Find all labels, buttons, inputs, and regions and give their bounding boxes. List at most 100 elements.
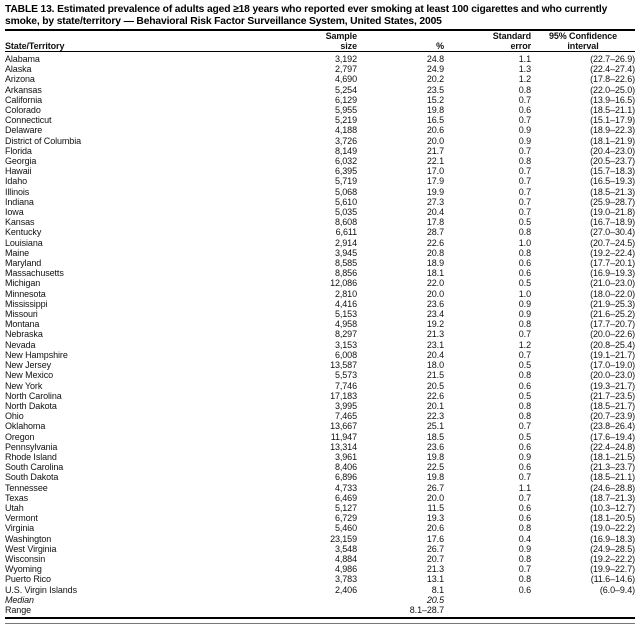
cell-state: Alabama <box>5 54 40 64</box>
header-sample-line1: Sample <box>325 31 357 41</box>
table-row: Oklahoma 13,667 25.1 0.7 (23.8–26.4) <box>5 421 635 431</box>
cell-ci: (17.7–20.7) <box>590 319 635 330</box>
table-row: Michigan 12,086 22.0 0.5 (21.0–23.0) <box>5 278 635 288</box>
cell-sample: 5,254 <box>334 84 357 95</box>
cell-sample: 5,719 <box>334 176 357 187</box>
table-row: Colorado 5,955 19.8 0.6 (18.5–21.1) <box>5 105 635 115</box>
table-row: Texas 6,469 20.0 0.7 (18.7–21.3) <box>5 493 635 503</box>
cell-pct: 19.2 <box>426 319 444 330</box>
header-percent: % <box>357 31 444 52</box>
cell-se: 0.7 <box>518 145 531 156</box>
cell-sample: 5,153 <box>334 309 357 320</box>
cell-se: 0.9 <box>518 309 531 320</box>
cell-se: 0.9 <box>518 451 531 462</box>
cell-sample: 23,159 <box>330 533 357 544</box>
cell-sample: 4,958 <box>334 319 357 330</box>
cell-ci: (20.5–23.7) <box>590 156 635 167</box>
cell-pct: 16.5 <box>426 115 444 126</box>
cell-ci: (19.0–21.8) <box>590 207 635 218</box>
cell-se: 0.7 <box>518 176 531 187</box>
table-row: West Virginia 3,548 26.7 0.9 (24.9–28.5) <box>5 544 635 554</box>
cell-pct: 15.2 <box>426 94 444 105</box>
table-row: Connecticut 5,219 16.5 0.7 (15.1–17.9) <box>5 115 635 125</box>
cell-pct: 26.7 <box>426 482 444 493</box>
cell-pct: 20.4 <box>426 207 444 218</box>
cell-state: Nebraska <box>5 329 43 340</box>
cell-sample: 13,587 <box>330 360 357 371</box>
cell-state: Illinois <box>5 186 30 197</box>
header-percent-line2: % <box>436 41 444 51</box>
cell-sample: 3,995 <box>334 400 357 411</box>
cell-se: 1.3 <box>518 64 531 75</box>
cell-state: North Carolina <box>5 390 62 401</box>
cell-se: 0.7 <box>518 564 531 575</box>
table-row: North Dakota 3,995 20.1 0.8 (18.5–21.7) <box>5 401 635 411</box>
cell-sample: 3,783 <box>334 574 357 585</box>
table-row: Illinois 5,068 19.9 0.7 (18.5–21.3) <box>5 187 635 197</box>
cell-se: 0.7 <box>518 329 531 340</box>
cell-pct: 8.1 <box>431 584 444 595</box>
cell-pct: 20.0 <box>426 135 444 146</box>
cell-sample <box>289 605 357 615</box>
cell-pct: 18.9 <box>426 258 444 269</box>
cell-state: Arizona <box>5 74 35 85</box>
cell-ci: (18.5–21.3) <box>590 186 635 197</box>
header-state: State/Territory <box>5 31 289 52</box>
table-row: Pennsylvania 13,314 23.6 0.6 (22.4–24.8) <box>5 442 635 452</box>
cell-se: 0.7 <box>518 472 531 483</box>
table-row: Washington 23,159 17.6 0.4 (16.9–18.3) <box>5 534 635 544</box>
cell-state: Hawaii <box>5 166 32 177</box>
table-row: Median 20.5 <box>5 595 635 605</box>
cell-se: 1.1 <box>518 54 531 64</box>
header-ci-line1: 95% Confidence <box>548 31 618 41</box>
cell-state: New York <box>5 380 43 391</box>
cell-pct: 19.9 <box>426 186 444 197</box>
cell-sample: 6,395 <box>334 166 357 177</box>
cell-pct: 21.3 <box>426 329 444 340</box>
cell-sample: 12,086 <box>330 278 357 289</box>
cell-se: 0.8 <box>518 247 531 258</box>
cell-ci: (18.0–22.0) <box>590 288 635 299</box>
cell-ci: (6.0–9.4) <box>599 584 635 595</box>
cell-ci: (21.3–23.7) <box>590 462 635 473</box>
cell-pct: 17.6 <box>426 533 444 544</box>
cell-state: Maryland <box>5 258 42 269</box>
header-confidence-interval: 95% Confidence interval <box>531 31 635 52</box>
cell-ci: (11.6–14.6) <box>590 574 635 585</box>
cell-ci: (16.5–19.3) <box>590 176 635 187</box>
cell-sample: 4,416 <box>334 298 357 309</box>
cell-pct: 19.8 <box>426 451 444 462</box>
cell-ci: (22.4–24.8) <box>590 441 635 452</box>
cell-ci: (20.7–23.9) <box>590 411 635 422</box>
table-row: Arkansas 5,254 23.5 0.8 (22.0–25.0) <box>5 85 635 95</box>
table-row: Mississippi 4,416 23.6 0.9 (21.9–25.3) <box>5 299 635 309</box>
table-row: Delaware 4,188 20.6 0.9 (18.9–22.3) <box>5 125 635 135</box>
cell-state: New Hampshire <box>5 349 68 360</box>
cell-sample: 8,149 <box>334 145 357 156</box>
cell-state: West Virginia <box>5 543 57 554</box>
cell-pct: 24.8 <box>426 54 444 64</box>
cell-pct: 23.5 <box>426 84 444 95</box>
prevalence-table: State/Territory Sample size % Standard e… <box>5 31 635 615</box>
cell-pct: 27.3 <box>426 196 444 207</box>
cell-ci: (24.9–28.5) <box>590 543 635 554</box>
table-row: Puerto Rico 3,783 13.1 0.8 (11.6–14.6) <box>5 574 635 584</box>
cell-ci: (16.9–18.3) <box>590 533 635 544</box>
cell-se: 0.7 <box>518 196 531 207</box>
cell-ci: (27.0–30.4) <box>590 227 635 238</box>
table-row: Alabama 3,192 24.8 1.1 (22.7–26.9) <box>5 52 635 65</box>
cell-ci: (17.0–19.0) <box>590 360 635 371</box>
cell-pct: 20.2 <box>426 74 444 85</box>
cell-se: 0.9 <box>518 135 531 146</box>
table-row: Louisiana 2,914 22.6 1.0 (20.7–24.5) <box>5 238 635 248</box>
cell-ci: (13.9–16.5) <box>590 94 635 105</box>
bottom-rule-light <box>5 623 635 625</box>
cell-ci: (23.8–26.4) <box>590 421 635 432</box>
cell-sample: 8,585 <box>334 258 357 269</box>
table-row: Florida 8,149 21.7 0.7 (20.4–23.0) <box>5 146 635 156</box>
cell-se: 0.8 <box>518 227 531 238</box>
header-ci-line2: interval <box>567 41 599 51</box>
cell-se: 0.5 <box>518 278 531 289</box>
cell-ci: (18.5–21.1) <box>590 105 635 116</box>
